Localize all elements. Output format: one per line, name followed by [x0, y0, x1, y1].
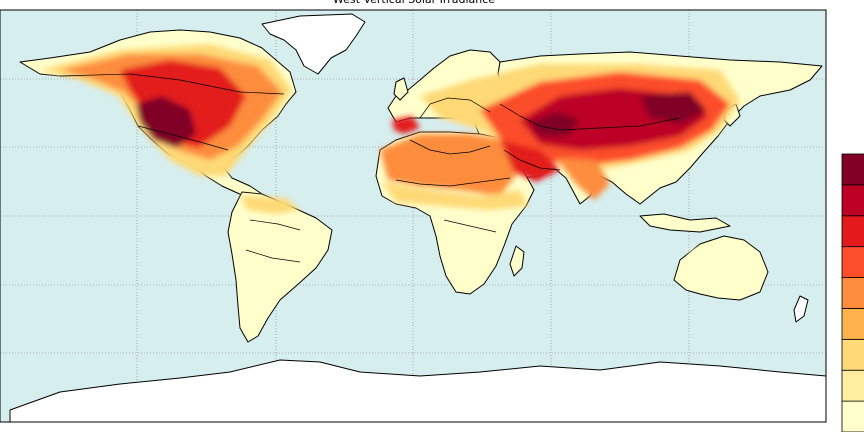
irradiance-zone-arabia: [500, 140, 560, 182]
irradiance-zone-sa-north: [240, 196, 300, 214]
colorbar-segment: [841, 153, 864, 186]
irradiance-field: [40, 44, 760, 292]
irradiance-zone-af-2: [382, 182, 528, 210]
colorbar-segment: [841, 215, 864, 248]
colorbar-segment: [841, 184, 864, 217]
map-title: West Vertical Solar Irradiance: [0, 0, 828, 6]
irradiance-zone-iberia: [392, 116, 420, 134]
greenland: [261, 13, 366, 75]
colorbar: [841, 153, 864, 432]
british-isles: [393, 77, 409, 101]
colorbar-segment: [841, 400, 864, 432]
irradiance-zone-na-4: [136, 96, 196, 148]
colorbar-segment: [841, 369, 864, 402]
irradiance-zone-australia: [690, 244, 760, 292]
country-borders: [59, 73, 681, 263]
colorbar-segment: [841, 277, 864, 309]
map-frame: [0, 9, 827, 423]
irradiance-zone-eurasia-5: [640, 92, 706, 124]
colorbar-segment: [841, 246, 864, 278]
south-america: [227, 191, 333, 343]
irradiance-zone-eurasia-4: [530, 112, 580, 136]
irradiance-zone-na-3: [120, 60, 246, 148]
indonesia: [639, 213, 731, 233]
irradiance-zone-india: [556, 158, 610, 200]
colorbar-segment: [841, 308, 864, 340]
new-zealand: [793, 295, 809, 323]
irradiance-zone-af-1: [380, 134, 520, 196]
colorbar-segment: [841, 338, 864, 371]
madagascar: [509, 245, 525, 277]
